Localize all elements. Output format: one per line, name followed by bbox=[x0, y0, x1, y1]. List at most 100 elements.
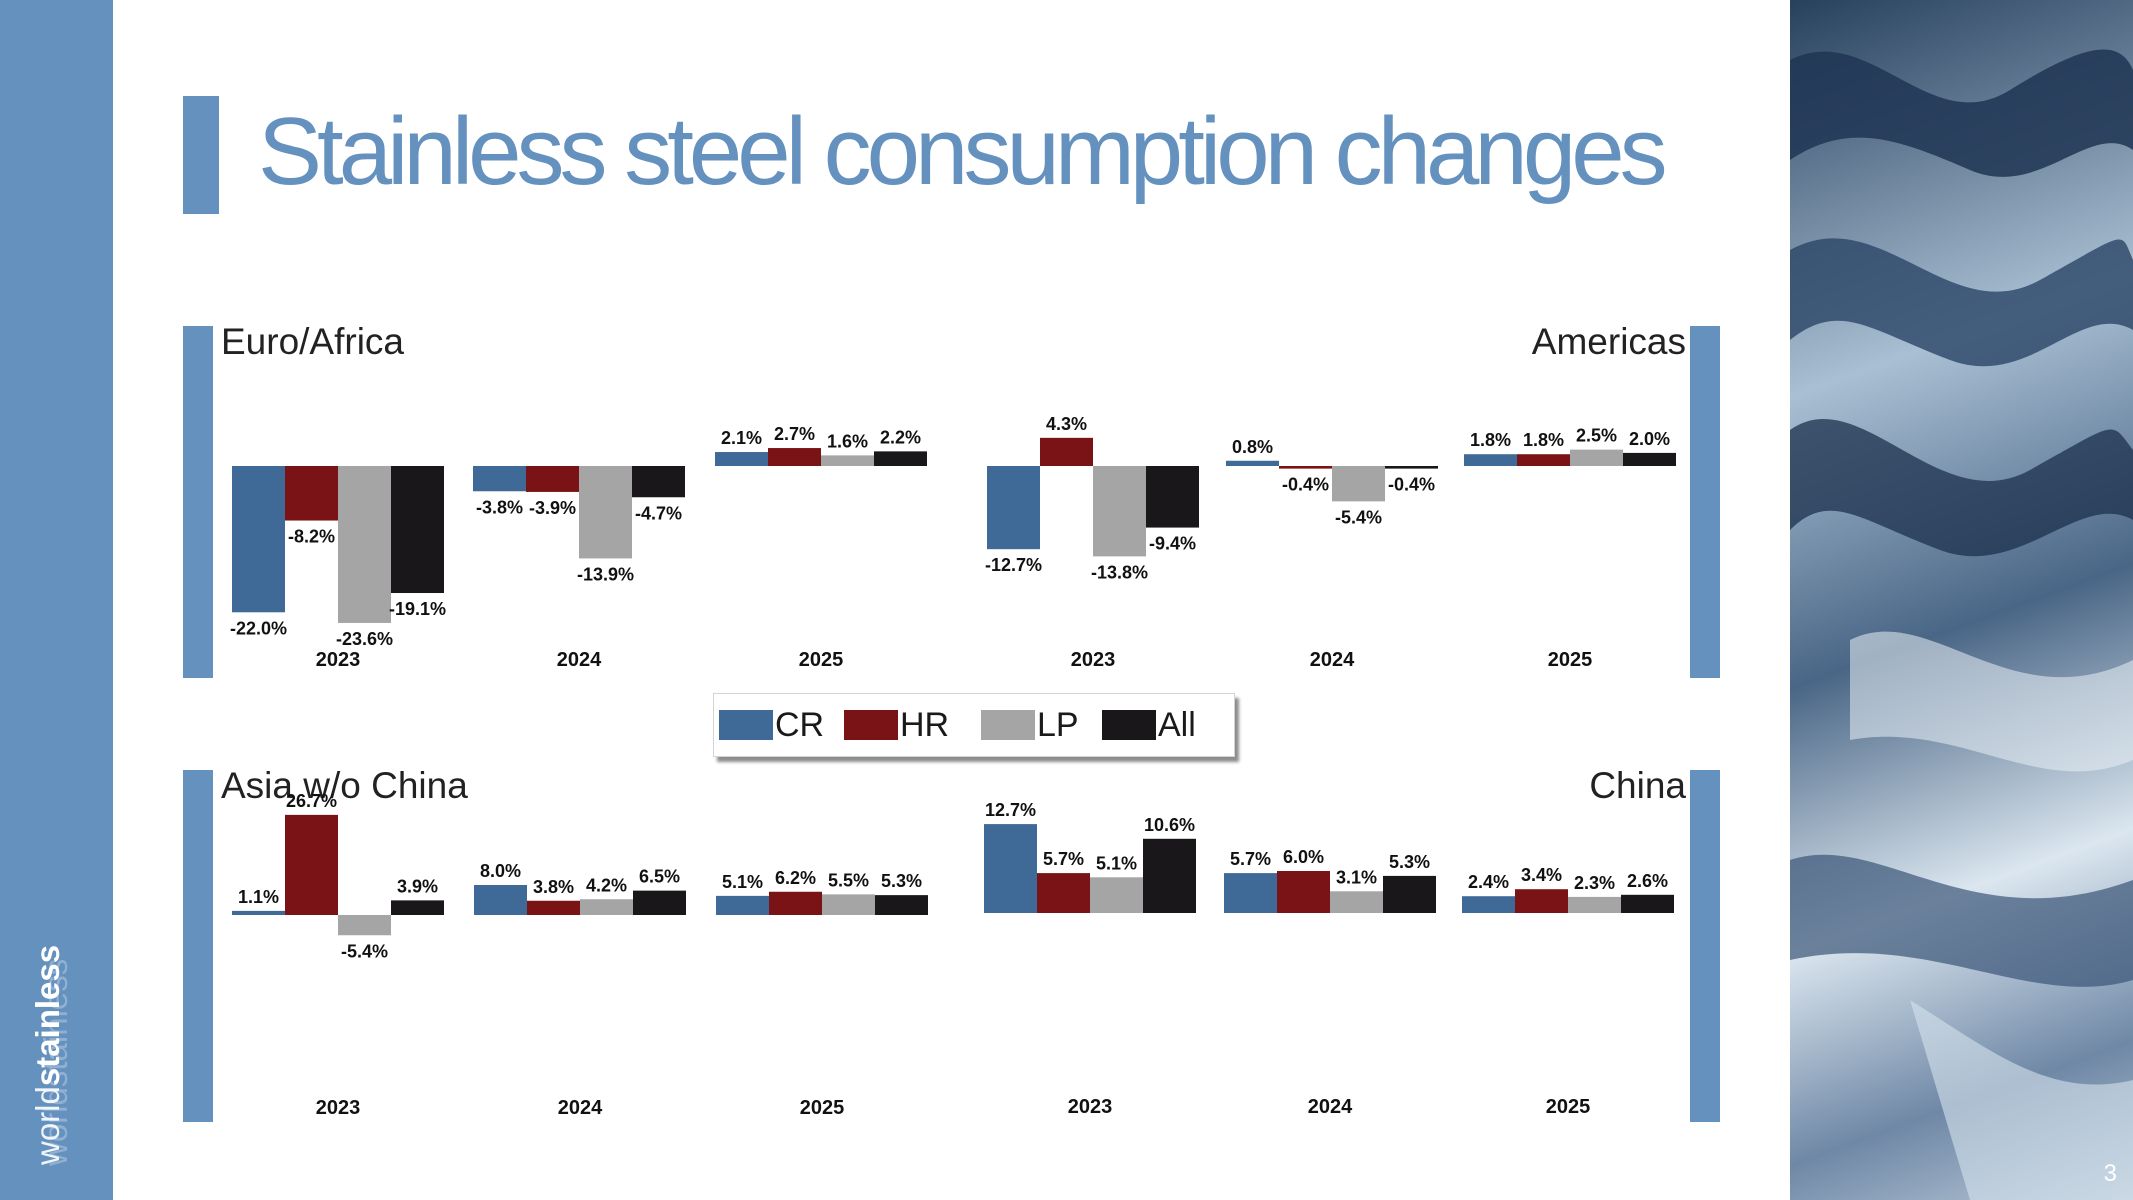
left-accent-strip bbox=[0, 0, 113, 1200]
bar-lp bbox=[1568, 896, 1621, 913]
panel-accent-bar bbox=[183, 770, 213, 1122]
decorative-steel-image bbox=[1790, 0, 2133, 1200]
bar-all bbox=[874, 451, 927, 466]
data-label: 1.6% bbox=[827, 431, 868, 451]
data-label: 2.6% bbox=[1627, 871, 1668, 891]
bar-hr bbox=[285, 814, 338, 915]
slide-title: Stainless steel consumption changes bbox=[258, 98, 1668, 205]
bar-all bbox=[391, 900, 444, 915]
data-label: -13.8% bbox=[1091, 562, 1148, 582]
bar-hr bbox=[1279, 466, 1332, 469]
data-label: -0.4% bbox=[1282, 475, 1329, 495]
data-label: 5.1% bbox=[1096, 853, 1137, 873]
bar-cr bbox=[474, 885, 527, 915]
page-number: 3 bbox=[2103, 1160, 2117, 1187]
category-label: 2024 bbox=[557, 649, 602, 671]
bar-lp bbox=[1090, 877, 1143, 913]
chart-legend: CR HR LP All bbox=[713, 693, 1235, 757]
data-label: 5.7% bbox=[1043, 849, 1084, 869]
data-label: -5.4% bbox=[1335, 507, 1382, 527]
panel-accent-bar bbox=[183, 326, 213, 678]
bar-lp bbox=[1330, 891, 1383, 913]
chart-asia: Asia w/o China 2023 1.1% 26.7% -5.4% 3.9% 2024… bbox=[183, 765, 928, 1122]
data-label: 4.3% bbox=[1046, 414, 1087, 434]
data-label: -23.6% bbox=[336, 629, 393, 649]
data-label: 5.5% bbox=[828, 870, 869, 890]
panel-accent-bar bbox=[1690, 326, 1720, 678]
legend-swatch-all bbox=[1102, 710, 1156, 740]
chart-euro: Euro/Africa 2023 -22.0% -8.2% -23.6% -19.1% 20… bbox=[183, 321, 927, 678]
bar-hr bbox=[527, 900, 580, 915]
data-label: 2.7% bbox=[774, 424, 815, 444]
bar-cr bbox=[1224, 873, 1277, 913]
data-label: 8.0% bbox=[480, 861, 521, 881]
data-label: -12.7% bbox=[985, 555, 1042, 575]
bar-cr bbox=[715, 452, 768, 466]
chart-title: China bbox=[1589, 765, 1686, 806]
bar-all bbox=[391, 466, 444, 594]
legend-item-hr: HR bbox=[844, 706, 949, 744]
data-label: -5.4% bbox=[341, 941, 388, 961]
data-label: 10.6% bbox=[1144, 815, 1195, 835]
data-label: 2.3% bbox=[1574, 873, 1615, 893]
data-label: -3.8% bbox=[476, 497, 523, 517]
data-label: 0.8% bbox=[1232, 437, 1273, 457]
bar-hr bbox=[526, 466, 579, 492]
data-label: 5.7% bbox=[1230, 849, 1271, 869]
category-label: 2023 bbox=[1071, 649, 1116, 671]
bar-hr bbox=[768, 448, 821, 466]
category-label: 2023 bbox=[316, 1097, 361, 1119]
bar-cr bbox=[1226, 460, 1279, 466]
bar-lp bbox=[1570, 449, 1623, 466]
chart-title: Americas bbox=[1532, 321, 1686, 362]
bar-hr bbox=[1040, 437, 1093, 466]
data-label: 26.7% bbox=[286, 791, 337, 811]
data-label: 1.8% bbox=[1523, 430, 1564, 450]
legend-label-all: All bbox=[1158, 705, 1196, 744]
legend-label-lp: LP bbox=[1037, 705, 1079, 744]
bar-hr bbox=[285, 466, 338, 521]
bar-cr bbox=[232, 466, 285, 613]
data-label: 3.8% bbox=[533, 877, 574, 897]
bar-hr bbox=[1517, 454, 1570, 466]
chart-title: Asia w/o China bbox=[221, 765, 468, 806]
bar-all bbox=[1623, 452, 1676, 466]
steel-waves-graphic bbox=[1790, 49, 2133, 1200]
data-label: -9.4% bbox=[1149, 534, 1196, 554]
bar-hr bbox=[1037, 873, 1090, 913]
bar-cr bbox=[1462, 896, 1515, 913]
bar-cr bbox=[1464, 454, 1517, 466]
bar-all bbox=[632, 466, 685, 498]
category-label: 2025 bbox=[1548, 649, 1593, 671]
category-label: 2023 bbox=[316, 649, 361, 671]
data-label: 12.7% bbox=[985, 800, 1036, 820]
bar-all bbox=[875, 895, 928, 915]
bar-cr bbox=[987, 466, 1040, 550]
legend-item-cr: CR bbox=[719, 706, 824, 744]
chart-title: Euro/Africa bbox=[221, 321, 404, 362]
bar-lp bbox=[821, 455, 874, 466]
bar-lp bbox=[1093, 466, 1146, 557]
bar-all bbox=[1146, 466, 1199, 528]
bar-hr bbox=[1515, 889, 1568, 913]
bar-lp bbox=[338, 915, 391, 936]
legend-label-hr: HR bbox=[900, 705, 950, 744]
bar-lp bbox=[579, 466, 632, 559]
bar-cr bbox=[473, 466, 526, 492]
data-label: -13.9% bbox=[577, 564, 634, 584]
legend-item-all: All bbox=[1102, 706, 1196, 744]
data-label: -3.9% bbox=[529, 498, 576, 518]
chart-china: China 2023 12.7% 5.7% 5.1% 10.6% 2024 5.7% 6.0% 3… bbox=[984, 765, 1720, 1122]
data-label: 6.5% bbox=[639, 867, 680, 887]
bar-all bbox=[1383, 875, 1436, 913]
data-label: 1.1% bbox=[238, 887, 279, 907]
panel-accent-bar bbox=[1690, 770, 1720, 1122]
category-label: 2025 bbox=[1546, 1096, 1591, 1118]
bar-hr bbox=[769, 891, 822, 915]
legend-label-cr: CR bbox=[775, 705, 825, 744]
data-label: -0.4% bbox=[1388, 475, 1435, 495]
bar-all bbox=[633, 890, 686, 915]
data-label: 4.2% bbox=[586, 875, 627, 895]
category-label: 2023 bbox=[1068, 1096, 1113, 1118]
